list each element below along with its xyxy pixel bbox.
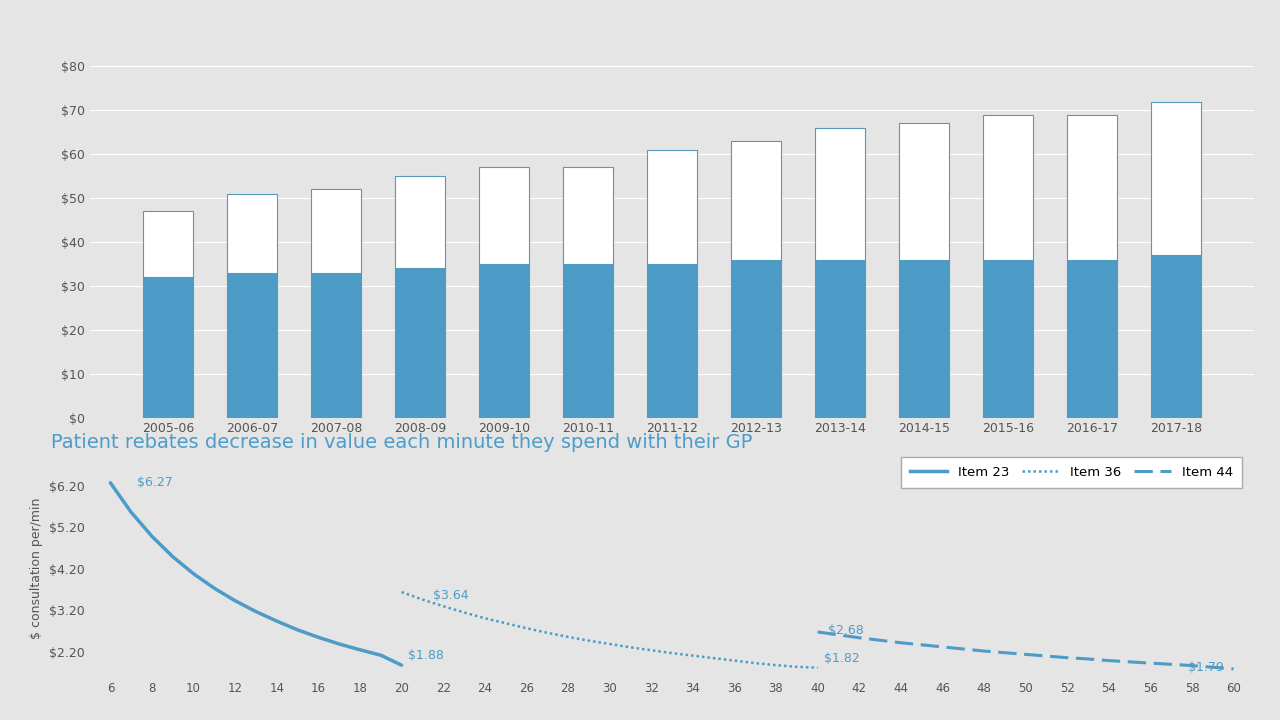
Bar [394,176,445,269]
Bar [731,259,781,418]
Y-axis label: $ consultation per/min: $ consultation per/min [31,498,44,639]
Bar [311,273,361,418]
Bar [563,264,613,418]
Legend: Item 23, Item 36, Item 44: Item 23, Item 36, Item 44 [901,456,1242,488]
Bar [142,211,193,277]
Bar [394,269,445,418]
Bar [227,273,276,418]
Text: $6.27: $6.27 [137,477,173,490]
Text: $1.88: $1.88 [408,649,444,662]
Bar [1151,255,1202,418]
Bar [563,167,613,264]
Text: $1.79: $1.79 [1188,661,1224,674]
Bar [815,128,865,259]
Bar [731,141,781,259]
Text: Patient rebates decrease in value each minute they spend with their GP: Patient rebates decrease in value each m… [51,433,753,452]
Bar [899,259,950,418]
Bar [1151,102,1202,255]
Text: $3.64: $3.64 [433,589,468,603]
Text: $1.82: $1.82 [824,652,860,665]
Bar [227,194,276,273]
Bar [311,189,361,273]
Bar [1068,114,1117,259]
Bar [646,264,698,418]
Bar [646,150,698,264]
Bar [1068,259,1117,418]
Bar [479,264,529,418]
Text: $2.68: $2.68 [828,624,864,636]
Bar [479,167,529,264]
Bar [142,277,193,418]
Bar [983,259,1033,418]
Bar [899,123,950,259]
Bar [983,114,1033,259]
Bar [815,259,865,418]
